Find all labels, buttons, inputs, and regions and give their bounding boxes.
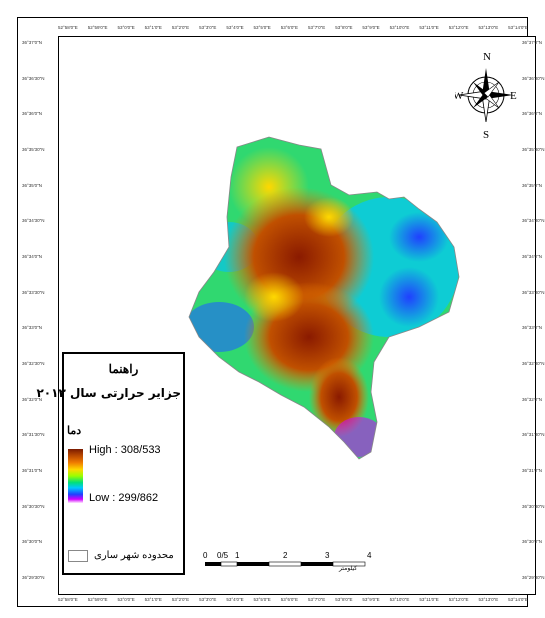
scale-bar: 0 0/5 1 2 3 4 کیلومتر — [203, 551, 372, 572]
tick-label: 53°3'0"E — [199, 25, 217, 30]
scale-label: 2 — [283, 551, 288, 560]
tick-label: 53°13'0"E — [478, 597, 499, 602]
tick-label: 52°58'0"E — [58, 25, 78, 30]
west-label: W — [455, 90, 464, 102]
heat-island-map — [188, 136, 460, 460]
tick-label: 36°33'30"N — [522, 289, 545, 295]
tick-label: 36°30'30"N — [22, 503, 45, 509]
tick-label: 53°10'0"E — [389, 597, 410, 602]
tick-label: 53°11'0"E — [419, 25, 439, 30]
tick-label: 36°31'0"N — [22, 467, 43, 473]
tick-label: 36°30'0"N — [522, 539, 543, 545]
tick-label: 53°0'0"E — [117, 597, 135, 602]
legend-variable: دما — [67, 425, 82, 437]
city-boundary — [188, 136, 460, 460]
scale-label: 0 — [203, 551, 208, 560]
scale-label: 3 — [325, 551, 330, 560]
tick-label: 53°14'0"E — [508, 597, 528, 602]
tick-label: 53°1'0"E — [144, 597, 162, 602]
tick-label: 36°32'0"N — [522, 396, 543, 402]
tick-label: 53°8'0"E — [335, 597, 353, 602]
left-latitude-ticks: 36°37'0"N 36°36'30"N 36°36'0"N 36°35'30"… — [22, 40, 45, 580]
south-label: S — [483, 129, 489, 140]
tick-label: 36°29'30"N — [522, 574, 545, 580]
tick-label: 53°12'0"E — [448, 25, 469, 30]
legend-high-value: High : 308/533 — [89, 444, 161, 456]
tick-label: 53°9'0"E — [362, 597, 380, 602]
tick-label: 53°1'0"E — [144, 25, 162, 30]
boundary-swatch — [68, 550, 88, 562]
tick-label: 36°32'30"N — [22, 360, 45, 366]
scale-label: 0/5 — [217, 551, 229, 560]
tick-label: 53°7'0"E — [307, 597, 326, 602]
tick-label: 53°6'0"E — [280, 597, 299, 602]
north-label: N — [483, 51, 491, 63]
tick-label: 53°5'0"E — [253, 25, 271, 30]
north-arrow-icon: N S W E — [455, 51, 517, 140]
tick-label: 36°30'30"N — [522, 503, 545, 509]
tick-label: 36°33'0"N — [22, 325, 43, 331]
tick-label: 36°33'0"N — [522, 325, 543, 331]
tick-label: 53°2'0"E — [171, 597, 190, 602]
tick-label: 36°35'0"N — [22, 182, 43, 188]
tick-label: 53°2'0"E — [171, 25, 190, 30]
tick-label: 36°34'0"N — [22, 253, 43, 259]
tick-label: 36°33'30"N — [22, 289, 45, 295]
scale-unit: کیلومتر — [338, 565, 357, 572]
tick-label: 53°4'0"E — [226, 25, 244, 30]
tick-label: 36°32'30"N — [522, 360, 545, 366]
tick-label: 36°34'30"N — [22, 218, 45, 224]
tick-label: 36°29'30"N — [22, 574, 45, 580]
tick-label: 53°0'0"E — [117, 25, 135, 30]
tick-label: 36°35'0"N — [522, 182, 543, 188]
tick-label: 36°36'0"N — [522, 111, 543, 117]
tick-label: 36°36'30"N — [22, 75, 45, 81]
tick-label: 36°31'30"N — [22, 432, 45, 438]
tick-label: 36°34'30"N — [522, 218, 545, 224]
tick-label: 52°59'0"E — [87, 25, 108, 30]
tick-label: 52°59'0"E — [87, 597, 108, 602]
tick-label: 53°8'0"E — [335, 25, 353, 30]
tick-label: 52°58'0"E — [58, 597, 78, 602]
tick-label: 53°9'0"E — [362, 25, 380, 30]
tick-label: 53°5'0"E — [253, 597, 271, 602]
tick-label: 53°11'0"E — [419, 597, 439, 602]
legend-title: راهنما — [108, 362, 139, 376]
tick-label: 53°14'0"E — [508, 25, 528, 30]
tick-label: 36°30'0"N — [22, 539, 43, 545]
tick-label: 36°36'0"N — [22, 111, 43, 117]
legend-subtitle: جزایر حرارتی سال ۲۰۱۳ — [36, 386, 181, 400]
right-latitude-ticks: 36°37'0"N 36°36'30"N 36°36'0"N 36°35'30"… — [522, 40, 545, 580]
legend-low-value: Low : 299/862 — [89, 492, 159, 504]
tick-label: 36°35'30"N — [522, 146, 545, 152]
east-label: E — [510, 90, 517, 102]
top-longitude-ticks: 52°58'0"E 52°59'0"E 53°0'0"E 53°1'0"E 53… — [58, 25, 528, 30]
tick-label: 36°35'30"N — [22, 146, 45, 152]
tick-label: 36°36'30"N — [522, 75, 545, 81]
tick-label: 53°10'0"E — [389, 25, 410, 30]
map-legend: راهنما جزایر حرارتی سال ۲۰۱۳ دما High : … — [36, 352, 185, 575]
tick-label: 53°13'0"E — [478, 25, 499, 30]
tick-label: 53°3'0"E — [199, 597, 217, 602]
tick-label: 36°32'0"N — [22, 396, 43, 402]
tick-label: 53°4'0"E — [226, 597, 244, 602]
boundary-label: محدوده شهر ساری — [94, 550, 174, 561]
tick-label: 53°7'0"E — [307, 25, 326, 30]
scale-label: 4 — [367, 551, 372, 560]
tick-label: 53°12'0"E — [448, 597, 469, 602]
tick-label: 36°31'0"N — [522, 467, 543, 473]
tick-label: 53°6'0"E — [280, 25, 299, 30]
scale-label: 1 — [235, 551, 240, 560]
color-ramp — [68, 449, 83, 503]
bottom-longitude-ticks: 52°58'0"E 52°59'0"E 53°0'0"E 53°1'0"E 53… — [58, 597, 528, 602]
tick-label: 36°34'0"N — [522, 253, 543, 259]
tick-label: 36°31'30"N — [522, 432, 545, 438]
tick-label: 36°37'0"N — [522, 40, 543, 45]
tick-label: 36°37'0"N — [22, 40, 43, 45]
